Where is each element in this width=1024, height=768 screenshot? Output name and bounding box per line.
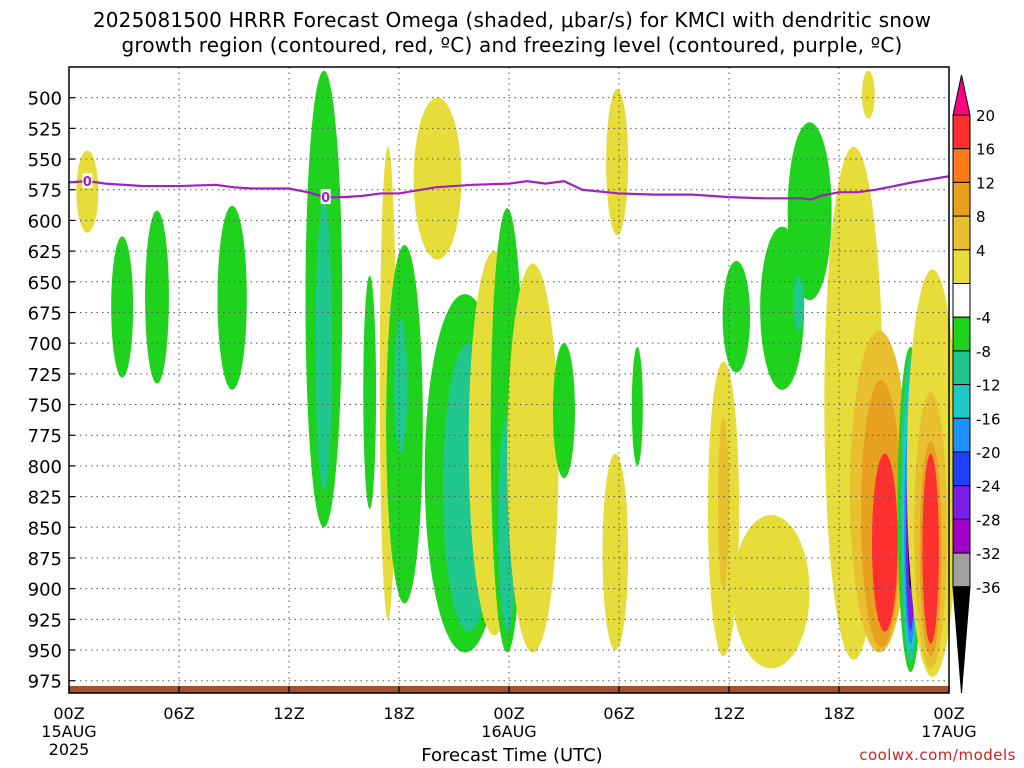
colorbar: 20 16 12 8 4 -4 -8 -12 -16 -20 -24 -28 -32 -36 [952, 74, 1001, 694]
x-axis-title: Forecast Time (UTC) [421, 745, 603, 766]
credit-text: coolwx.com/models [859, 746, 1016, 764]
colorbar-swatch-1 [952, 114, 971, 150]
freezing-label-bg-1 [320, 189, 331, 205]
colorbar-swatch-8 [952, 350, 971, 386]
omega-region-6 [363, 275, 377, 509]
omega-region-29 [861, 70, 875, 119]
omega-region-3 [217, 205, 247, 390]
y-tick-label-700: 700 [28, 334, 62, 355]
y-tick-label-675: 675 [28, 303, 62, 324]
colorbar-label-11: -28 [976, 511, 1001, 529]
colorbar-swatch-14 [952, 552, 971, 588]
omega-region-10 [413, 97, 462, 260]
x-date-label-24: 16AUG [481, 722, 536, 741]
colorbar-swatch-3 [952, 181, 971, 217]
y-tick-label-725: 725 [28, 365, 62, 386]
x-tick-label-42: 18Z [823, 704, 854, 723]
colorbar-label-8: -16 [976, 410, 1001, 428]
colorbar-swatch-15 [952, 586, 971, 694]
colorbar-swatch-13 [952, 518, 971, 554]
colorbar-swatch-7 [952, 316, 971, 352]
omega-region-22 [718, 416, 729, 589]
y-tick-label-825: 825 [28, 488, 62, 509]
y-tick-label-525: 525 [28, 119, 62, 140]
omega-region-26 [787, 122, 832, 301]
omega-region-19 [602, 453, 629, 651]
omega-region-42 [922, 453, 939, 644]
colorbar-label-13: -36 [976, 579, 1001, 597]
omega-region-0 [76, 150, 99, 233]
colorbar-label-10: -24 [976, 478, 1001, 496]
x-tick-label-24: 00Z [493, 704, 524, 723]
y-tick-label-550: 550 [28, 150, 62, 171]
colorbar-label-5: -4 [976, 309, 991, 327]
freezing-level: 00 [68, 173, 950, 206]
colorbar-label-6: -8 [976, 343, 991, 361]
colorbar-label-4: 4 [976, 242, 986, 260]
y-tick-label-650: 650 [28, 273, 62, 294]
x-tick-label-0: 00Z [53, 704, 84, 723]
y-tick-label-850: 850 [28, 518, 62, 539]
x-year-label-0: 2025 [49, 740, 90, 759]
omega-region-23 [732, 515, 810, 669]
omega-region-27 [793, 275, 805, 331]
omega-region-32 [872, 453, 898, 632]
colorbar-label-2: 12 [976, 174, 995, 192]
x-tick-label-36: 12Z [713, 704, 744, 723]
y-tick-label-975: 975 [28, 672, 62, 693]
colorbar-swatch-5 [952, 249, 971, 285]
colorbar-label-12: -32 [976, 545, 1001, 563]
colorbar-swatch-10 [952, 417, 971, 453]
colorbar-label-3: 8 [976, 208, 986, 226]
x-tick-label-30: 06Z [603, 704, 634, 723]
freezing-label-0: 0 [83, 175, 92, 190]
freezing-label-1: 0 [321, 191, 330, 206]
y-tick-label-775: 775 [28, 426, 62, 447]
y-axis: 500 525 550 575 600 625 650 675 700 725 750 775 800 8… [28, 89, 75, 693]
colorbar-label-7: -12 [976, 377, 1001, 395]
omega-region-24 [722, 260, 751, 373]
omega-region-1 [111, 236, 134, 378]
colorbar-swatch-4 [952, 215, 971, 251]
colorbar-label-9: -20 [976, 444, 1001, 462]
omega-region-20 [631, 346, 643, 466]
chart-title: 2025081500 HRRR Forecast Omega (shaded, … [92, 8, 932, 57]
colorbar-label-1: 16 [976, 141, 995, 159]
x-tick-label-18: 18Z [383, 704, 414, 723]
y-tick-label-750: 750 [28, 396, 62, 417]
colorbar-swatch-9 [952, 384, 971, 419]
y-tick-label-500: 500 [28, 89, 62, 110]
colorbar-swatch-12 [952, 485, 971, 520]
grid [69, 67, 949, 693]
omega-region-18 [606, 89, 629, 236]
colorbar-label-0: 20 [976, 107, 995, 125]
omega-region-17 [553, 343, 575, 479]
freezing-label-bg-0 [82, 173, 93, 189]
y-tick-label-950: 950 [28, 641, 62, 662]
omega-region-2 [145, 210, 169, 384]
y-tick-label-625: 625 [28, 242, 62, 263]
colorbar-swatch-0 [952, 74, 971, 116]
x-tick-label-12: 12Z [273, 704, 304, 723]
y-tick-label-600: 600 [28, 211, 62, 232]
omega-region-9 [394, 318, 408, 454]
y-tick-label-875: 875 [28, 549, 62, 570]
freezing-level-line [68, 175, 950, 201]
y-tick-label-800: 800 [28, 457, 62, 478]
x-date-label-48: 17AUG [921, 722, 976, 741]
x-date-label-0: 15AUG [41, 722, 96, 741]
colorbar-swatch-2 [952, 148, 971, 183]
omega-shading [76, 70, 959, 678]
y-tick-label-925: 925 [28, 610, 62, 631]
y-tick-label-900: 900 [28, 580, 62, 601]
x-tick-label-48: 00Z [933, 704, 964, 723]
colorbar-swatch-6 [952, 283, 971, 318]
omega-region-5 [315, 202, 333, 491]
x-tick-label-6: 06Z [163, 704, 194, 723]
omega-region-16 [507, 263, 559, 653]
colorbar-swatch-11 [952, 451, 971, 487]
y-tick-label-575: 575 [28, 181, 62, 202]
